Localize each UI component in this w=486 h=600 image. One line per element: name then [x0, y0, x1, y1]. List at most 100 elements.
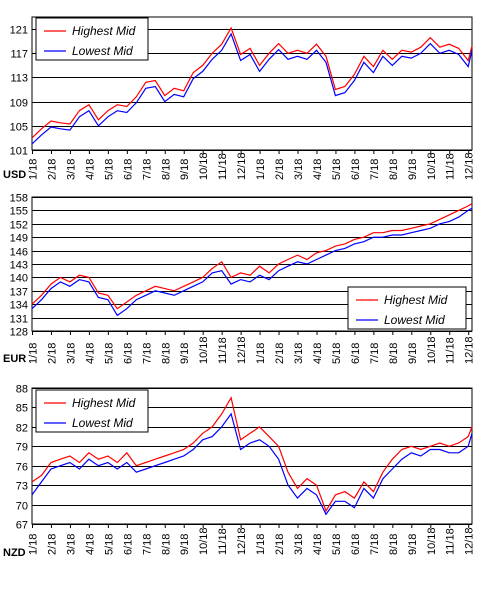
legend-box [35, 389, 149, 433]
y-tick-label: 134 [10, 300, 28, 312]
x-tick-label: 2/18 [46, 159, 58, 180]
legend-label: Lowest Mid [72, 416, 133, 430]
x-tick-label: 7/18 [369, 159, 381, 180]
chart-usd: 101 105 109 113 117 121 1/18 2/18 3/18 4/18 5/18 6/… [3, 16, 476, 181]
y-tick-label: 113 [10, 73, 28, 85]
x-tick-label: 1/18 [28, 343, 40, 364]
x-tick-label: 2/18 [46, 534, 58, 555]
currency-label: USD [3, 169, 26, 181]
y-tick-label: 121 [10, 25, 28, 37]
x-tick-label: 6/18 [122, 343, 134, 364]
y-tick-label: 109 [10, 98, 28, 110]
y-tick-label: 158 [10, 193, 28, 205]
y-tick-label: 73 [16, 481, 28, 493]
x-tick-label: 4/18 [312, 534, 324, 555]
x-tick-label: 1/18 [255, 343, 267, 364]
x-tick-label: 9/18 [179, 343, 191, 364]
x-tick-label: 9/18 [407, 159, 419, 180]
y-tick-label: 146 [10, 247, 28, 259]
x-tick-label: 4/18 [84, 159, 96, 180]
x-tick-label: 3/18 [293, 159, 305, 180]
series-line-highest-mid [31, 203, 473, 310]
x-tick-label: 7/18 [141, 159, 153, 180]
x-tick-label: 2/18 [274, 343, 286, 364]
x-tick-label: 4/18 [312, 343, 324, 364]
x-tick-label: 5/18 [103, 343, 115, 364]
x-tick-label: 5/18 [103, 159, 115, 180]
y-tick-label: 67 [16, 520, 28, 532]
x-tick-label: 7/18 [369, 343, 381, 364]
x-tick-label: 9/18 [407, 534, 419, 555]
y-tick-label: 128 [10, 327, 28, 339]
legend-box [35, 17, 149, 61]
x-tick-label: 5/18 [331, 534, 343, 555]
x-tick-label: 4/18 [84, 343, 96, 364]
series-line-highest-mid [31, 396, 473, 513]
x-tick-label: 7/18 [369, 534, 381, 555]
x-tick-label: 12/18 [464, 527, 476, 555]
x-tick-label: 11/18 [217, 153, 229, 180]
x-tick-label: 1/18 [255, 534, 267, 555]
y-tick-label: 79 [16, 442, 28, 454]
y-tick-label: 88 [16, 384, 28, 396]
x-tick-label: 3/18 [65, 343, 77, 364]
legend-label: Lowest Mid [384, 313, 445, 327]
x-tick-label: 2/18 [274, 534, 286, 555]
y-tick-label: 82 [16, 423, 28, 435]
x-tick-label: 7/18 [141, 534, 153, 555]
x-tick-label: 11/18 [445, 528, 457, 555]
x-tick-label: 3/18 [65, 534, 77, 555]
x-tick-label: 6/18 [350, 343, 362, 364]
x-tick-label: 8/18 [388, 343, 400, 364]
x-tick-label: 8/18 [388, 159, 400, 180]
currency-label: NZD [3, 547, 26, 559]
y-tick-label: 85 [16, 403, 28, 415]
x-tick-label: 11/18 [445, 153, 457, 180]
legend: Highest Mid Lowest Mid [35, 17, 149, 61]
x-tick-label: 6/18 [122, 159, 134, 180]
y-tick-label: 105 [10, 122, 28, 134]
legend-box [347, 286, 467, 330]
x-tick-label: 4/18 [312, 159, 324, 180]
x-tick-label: 8/18 [160, 343, 172, 364]
y-tick-label: 137 [10, 287, 28, 299]
y-tick-label: 155 [10, 206, 28, 218]
x-tick-label: 8/18 [160, 159, 172, 180]
x-tick-label: 1/18 [255, 159, 267, 180]
y-tick-label: 140 [10, 273, 28, 285]
x-tick-label: 5/18 [331, 159, 343, 180]
x-tick-label: 9/18 [179, 534, 191, 555]
x-tick-label: 12/18 [464, 152, 476, 180]
x-tick-label: 10/18 [198, 336, 210, 364]
x-tick-label: 4/18 [84, 534, 96, 555]
x-tick-label: 12/18 [236, 336, 248, 364]
x-tick-label: 11/18 [217, 337, 229, 364]
x-tick-label: 3/18 [65, 159, 77, 180]
x-tick-label: 7/18 [141, 343, 153, 364]
legend-label: Lowest Mid [72, 44, 133, 58]
y-tick-label: 101 [10, 146, 28, 158]
x-tick-label: 6/18 [350, 534, 362, 555]
currency-label: EUR [3, 353, 26, 365]
x-tick-label: 9/18 [179, 159, 191, 180]
x-tick-label: 12/18 [236, 152, 248, 180]
legend: Highest Mid Lowest Mid [347, 286, 467, 330]
legend-label: Highest Mid [384, 293, 448, 307]
x-tick-label: 2/18 [274, 159, 286, 180]
legend-label: Highest Mid [72, 24, 136, 38]
x-tick-label: 3/18 [293, 534, 305, 555]
series-line-lowest-mid [31, 207, 473, 317]
chart-nzd: 67 70 73 76 79 82 85 88 1/18 2/18 3/18 4/18 5/18 6/18… [3, 384, 476, 560]
x-tick-label: 6/18 [350, 159, 362, 180]
y-tick-label: 131 [10, 314, 28, 326]
x-tick-label: 11/18 [217, 528, 229, 555]
x-tick-label: 6/18 [122, 534, 134, 555]
x-tick-label: 10/18 [198, 152, 210, 180]
y-tick-label: 70 [16, 501, 28, 513]
x-tick-label: 2/18 [46, 343, 58, 364]
x-tick-label: 5/18 [331, 343, 343, 364]
y-tick-label: 152 [10, 220, 28, 232]
x-tick-label: 12/18 [464, 336, 476, 364]
